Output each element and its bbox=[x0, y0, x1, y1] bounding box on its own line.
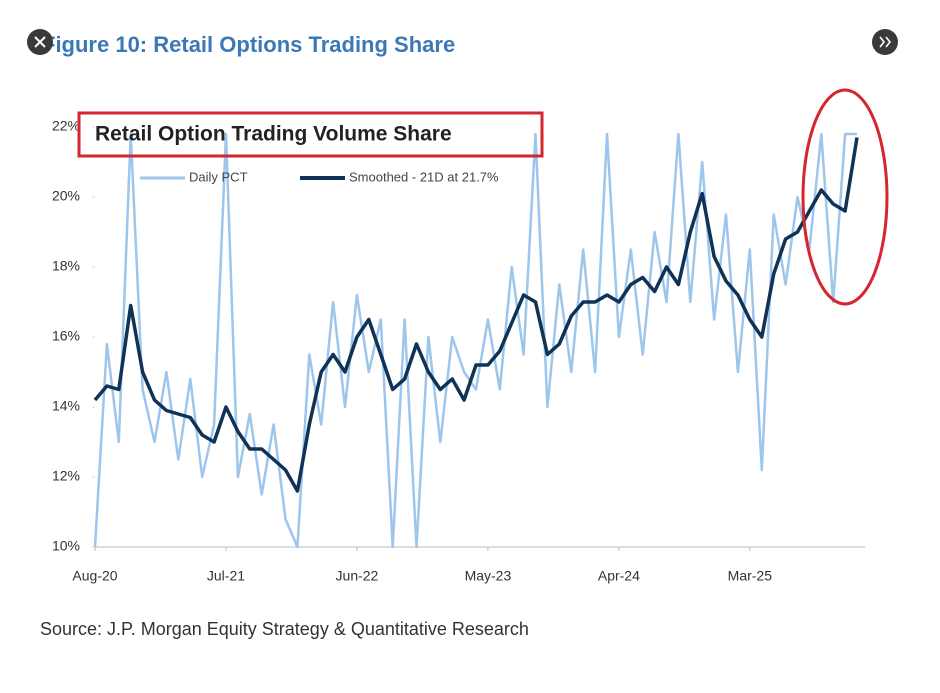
close-icon[interactable] bbox=[34, 36, 46, 48]
next-button[interactable] bbox=[872, 29, 898, 55]
y-tick-label: 14% bbox=[52, 398, 80, 414]
chart-subtitle: Retail Option Trading Volume Share bbox=[95, 123, 452, 146]
x-tick-label: Mar-25 bbox=[728, 568, 773, 584]
y-tick-label: 22% bbox=[52, 118, 80, 134]
close-button[interactable] bbox=[27, 29, 53, 55]
x-tick-label: May-23 bbox=[465, 568, 512, 584]
source-note: Source: J.P. Morgan Equity Strategy & Qu… bbox=[40, 619, 529, 639]
highlight-box bbox=[77, 111, 544, 158]
legend-label: Daily PCT bbox=[189, 169, 248, 184]
series-line bbox=[93, 137, 859, 493]
x-tick-label: Apr-24 bbox=[598, 568, 640, 584]
y-tick-label: 10% bbox=[52, 538, 80, 554]
next-icon[interactable] bbox=[879, 36, 892, 48]
highlight-ellipse bbox=[801, 88, 889, 306]
series-line bbox=[93, 132, 857, 549]
legend-label: Smoothed - 21D at 21.7% bbox=[349, 169, 499, 184]
x-tick-label: Jun-22 bbox=[336, 568, 379, 584]
y-tick-label: 20% bbox=[52, 188, 80, 204]
y-tick-label: 16% bbox=[52, 328, 80, 344]
x-tick-label: Aug-20 bbox=[72, 568, 117, 584]
y-tick-label: 12% bbox=[52, 468, 80, 484]
x-tick-label: Jul-21 bbox=[207, 568, 245, 584]
figure-title: Figure 10: Retail Options Trading Share bbox=[42, 32, 455, 57]
plot: 10% 12% 14% 16% 18% 20% 22% Aug-20 Jul-21 Jun-22 M… bbox=[52, 118, 865, 584]
y-tick-label: 18% bbox=[52, 258, 80, 274]
